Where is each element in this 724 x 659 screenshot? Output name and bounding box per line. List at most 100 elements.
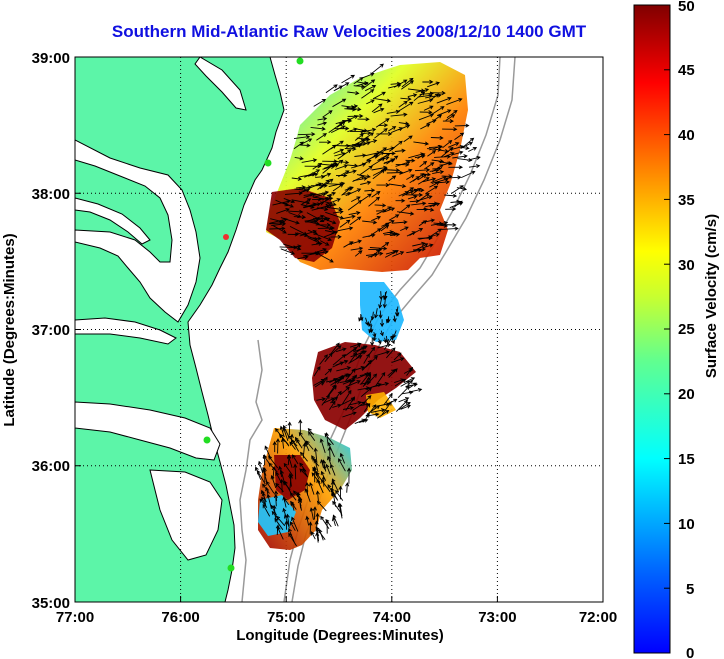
velocity-arrow (340, 386, 350, 396)
velocity-arrow (359, 402, 371, 407)
velocity-arrow (319, 140, 332, 145)
velocity-arrow (390, 112, 408, 117)
velocity-arrow (304, 169, 321, 178)
velocity-arrow (291, 516, 299, 532)
velocity-arrow (268, 455, 279, 469)
velocity-arrow (408, 188, 418, 194)
velocity-arrow (331, 159, 344, 170)
velocity-arrow (283, 243, 302, 251)
velocity-arrow (280, 248, 296, 255)
velocity-arrow (431, 93, 440, 100)
velocity-arrow (430, 220, 449, 226)
velocity-arrow (383, 292, 388, 301)
velocity-arrow (361, 79, 376, 90)
velocity-arrow (380, 319, 385, 328)
velocity-arrow (303, 192, 315, 197)
velocity-arrow (271, 222, 287, 227)
y-axis-label: Latitude (Degrees:Minutes) (1, 233, 18, 426)
velocity-arrows (254, 63, 481, 547)
velocity-arrow (466, 155, 481, 161)
velocity-arrow (377, 343, 392, 349)
velocity-arrow (422, 79, 434, 84)
velocity-arrow (422, 243, 434, 249)
velocity-arrow (316, 222, 332, 228)
velocity-arrow (391, 357, 405, 364)
albemarle-sound (75, 401, 221, 461)
velocity-arrow (373, 402, 391, 408)
velocity-arrow (374, 308, 379, 319)
velocity-arrow (428, 144, 443, 149)
chesapeake-bay (75, 139, 201, 323)
velocity-arrow (293, 134, 311, 140)
velocity-arrow (279, 469, 286, 485)
velocity-arrow (319, 354, 328, 365)
velocity-arrow (309, 250, 329, 255)
velocity-arrow (332, 98, 347, 108)
velocity-arrow (382, 151, 396, 156)
velocity-arrow (395, 308, 400, 317)
velocity-arrow (345, 368, 356, 382)
velocity-arrow (278, 433, 289, 446)
y-tick-label: 38:00 (32, 186, 70, 203)
velocity-arrow (322, 397, 336, 404)
velocity-arrow (273, 490, 279, 502)
colorbar-tick-label: 35 (678, 192, 695, 209)
colorbar: 50 45 40 35 30 25 20 15 10 5 0 Surface V… (633, 0, 720, 659)
velocity-arrow (422, 177, 437, 183)
velocity-arrow (327, 206, 343, 212)
velocity-arrow (311, 241, 323, 246)
velocity-arrow (322, 200, 337, 207)
velocity-arrow (346, 104, 359, 109)
velocity-arrow (448, 142, 460, 148)
velocity-arrow (318, 528, 324, 541)
velocity-arrow (395, 162, 410, 167)
velocity-arrow (431, 106, 445, 115)
velocity-arrow (388, 126, 397, 132)
station-marker (264, 159, 272, 167)
y-tick-label: 39:00 (32, 50, 70, 67)
velocity-arrow (325, 198, 341, 206)
velocity-arrow (367, 253, 379, 258)
velocity-arrow (313, 379, 326, 386)
velocity-arrow (291, 176, 303, 181)
colorbar-tick-label: 20 (678, 386, 695, 403)
velocity-arrow (416, 207, 429, 212)
velocity-arrow (299, 468, 309, 478)
velocity-arrow (409, 199, 421, 204)
velocity-arrow (299, 138, 313, 146)
velocity-arrow (446, 98, 463, 106)
velocity-arrow (342, 389, 352, 405)
velocity-arrow (430, 135, 444, 140)
velocity-arrow (398, 121, 410, 126)
velocity-arrow (348, 239, 362, 245)
velocity-arrow (293, 141, 304, 150)
velocity-arrow (413, 91, 426, 102)
velocity-arrow (424, 202, 437, 208)
velocity-arrow (354, 250, 363, 257)
velocity-arrow (310, 183, 328, 188)
velocity-arrow (355, 350, 365, 360)
velocity-arrow (388, 83, 402, 89)
velocity-arrow (393, 352, 402, 361)
velocity-arrow (287, 421, 292, 436)
velocity-arrow (368, 196, 381, 207)
velocity-arrow (330, 487, 338, 500)
velocity-arrow (296, 185, 306, 190)
velocity-arrow (315, 174, 326, 179)
velocity-arrow (387, 369, 396, 377)
velocity-arrow (332, 354, 347, 366)
james-river (75, 317, 177, 345)
velocity-arrow (360, 193, 372, 202)
velocity-arrow (336, 366, 352, 372)
velocity-arrow (436, 109, 452, 117)
velocity-arrow (395, 198, 406, 203)
velocity-arrow (354, 133, 364, 141)
velocity-arrow (307, 172, 319, 177)
velocity-arrow (265, 481, 275, 494)
velocity-arrow (331, 516, 336, 527)
velocity-arrow (441, 226, 459, 231)
colorbar-tick-label: 10 (678, 516, 695, 533)
velocity-arrow (274, 518, 284, 531)
velocity-arrow (342, 118, 353, 123)
velocity-arrow (392, 251, 405, 257)
